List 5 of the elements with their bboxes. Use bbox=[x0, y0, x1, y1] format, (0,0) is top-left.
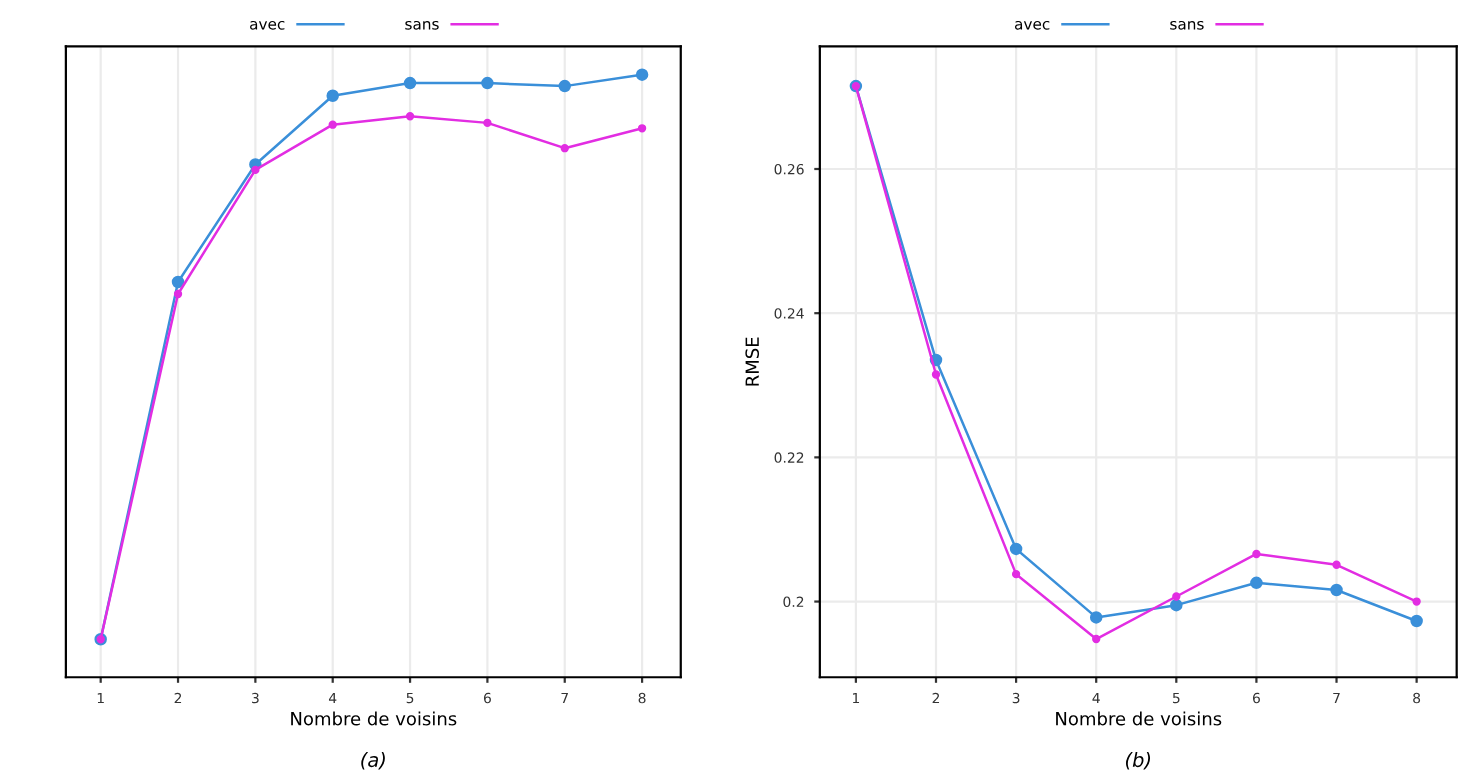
x-axis-title: Nombre de voisins bbox=[291, 711, 457, 726]
text: (b) bbox=[1126, 752, 1151, 770]
x-axis-title: Nombre de voisins bbox=[1056, 711, 1222, 726]
text: (a) bbox=[361, 752, 385, 770]
y-axis-title: RMSE bbox=[745, 337, 760, 386]
